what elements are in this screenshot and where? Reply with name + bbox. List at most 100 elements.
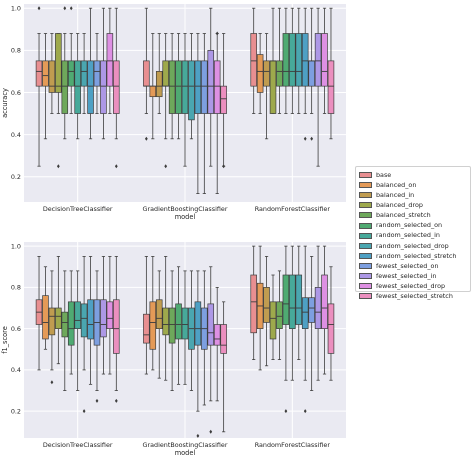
box-iqr — [61, 60, 69, 114]
legend-item: random_selected_in — [359, 231, 467, 241]
legend-item: base — [359, 170, 467, 180]
accuracy-box-balanced_drop — [162, 33, 169, 169]
outlier-marker — [56, 164, 60, 169]
f1-box-fewest_selected_on — [308, 256, 315, 391]
legend-label: base — [376, 170, 392, 179]
f1-box-fewest_selected_on — [93, 270, 101, 403]
box-iqr — [168, 60, 176, 114]
accuracy-box-fewest_selected_on — [201, 33, 208, 194]
f1-ylabel: f1_score — [1, 326, 9, 354]
f1-ytick-label: 0.6 — [11, 325, 21, 333]
f1-box-balanced_on — [256, 245, 264, 371]
f1-box-balanced_stretch — [276, 270, 283, 361]
legend-label: random_selected_stretch — [376, 251, 457, 260]
box-iqr — [301, 297, 309, 330]
box-iqr — [256, 54, 264, 93]
legend-swatch — [359, 283, 372, 290]
outlier-marker — [196, 433, 200, 438]
box-iqr — [149, 85, 157, 98]
box-iqr — [308, 297, 315, 323]
outlier-marker — [69, 6, 73, 11]
f1-box-balanced_drop — [162, 256, 169, 381]
box-iqr — [87, 60, 94, 114]
accuracy-box-balanced_in — [263, 33, 270, 140]
accuracy-xtick-label: DecisionTreeClassifier — [43, 205, 113, 213]
legend-swatch — [359, 232, 372, 239]
box-iqr — [327, 303, 335, 354]
accuracy-box-balanced_in — [155, 33, 163, 114]
f1-box-base — [35, 256, 43, 371]
box-iqr — [100, 60, 107, 114]
legend-label: balanced_stretch — [376, 211, 431, 220]
accuracy-box-balanced_stretch — [276, 7, 283, 114]
outlier-marker — [164, 164, 168, 169]
accuracy-box-fewest_selected_stretch — [327, 7, 335, 140]
accuracy-box-random_selected_in — [181, 33, 189, 167]
box-iqr — [282, 33, 290, 87]
f1-xtick-label: DecisionTreeClassifier — [43, 441, 113, 449]
f1-box-fewest_selected_in — [314, 245, 322, 381]
box-iqr — [48, 60, 56, 93]
box-iqr — [289, 33, 296, 87]
accuracy-box-fewest_selected_in — [207, 7, 215, 167]
f1-box-random_selected_on — [175, 266, 182, 385]
f1-box-random_selected_in — [181, 270, 189, 385]
accuracy-box-base — [250, 7, 257, 114]
box-iqr — [207, 303, 215, 346]
box-iqr — [250, 33, 257, 87]
accuracy-box-base — [35, 6, 43, 167]
f1-box-balanced_on — [149, 256, 157, 371]
accuracy-box-fewest_selected_drop — [106, 7, 114, 114]
accuracy-box-fewest_selected_stretch — [113, 7, 120, 169]
legend-swatch — [359, 172, 372, 179]
box-iqr — [194, 301, 202, 346]
box-iqr — [80, 60, 88, 87]
accuracy-xtick-label: RandomForestClassifier — [255, 205, 331, 213]
accuracy-box-fewest_selected_stretch — [220, 33, 227, 169]
outlier-marker — [114, 398, 118, 403]
box-iqr — [276, 60, 283, 87]
accuracy-box-base — [143, 7, 150, 141]
f1-box-balanced_in — [263, 256, 270, 367]
box-iqr — [289, 274, 296, 330]
box-iqr — [321, 33, 328, 87]
accuracy-box-random_selected_drop — [188, 33, 195, 140]
box-iqr — [106, 301, 114, 330]
box-iqr — [207, 49, 215, 114]
legend-swatch — [359, 262, 372, 269]
box-iqr — [42, 60, 49, 87]
box-iqr — [301, 33, 309, 87]
accuracy-box-random_selected_stretch — [87, 7, 94, 140]
outlier-marker — [284, 409, 288, 414]
f1-box-random_selected_on — [67, 270, 75, 375]
accuracy-box-fewest_selected_in — [100, 7, 107, 140]
legend-item: random_selected_drop — [359, 241, 467, 251]
box-iqr — [87, 299, 94, 340]
box-iqr — [106, 33, 114, 87]
legend-item: fewest_selected_in — [359, 271, 467, 281]
f1-box-random_selected_in — [289, 245, 296, 381]
accuracy-box-fewest_selected_in — [314, 7, 322, 167]
legend-item: balanced_drop — [359, 200, 467, 210]
accuracy-box-balanced_on — [42, 33, 49, 140]
box-iqr — [314, 33, 322, 87]
box-iqr — [155, 71, 163, 98]
f1-box-random_selected_drop — [80, 256, 88, 414]
box-iqr — [194, 60, 202, 114]
f1-box-fewest_selected_drop — [213, 286, 221, 402]
box-iqr — [250, 274, 257, 334]
box-iqr — [143, 60, 150, 87]
accuracy-box-random_selected_stretch — [194, 33, 202, 194]
legend-label: balanced_on — [376, 180, 417, 189]
f1-box-fewest_selected_drop — [106, 256, 114, 375]
outlier-marker — [144, 136, 148, 141]
legend-label: random_selected_in — [376, 231, 440, 240]
accuracy-chart: 0.2 0.4 0.6 0.8 1.0 DecisionTreeClassifier Gra… — [1, 4, 346, 221]
outlier-marker — [303, 136, 307, 141]
f1-box-random_selected_on — [282, 245, 290, 414]
f1-box-balanced_in — [155, 270, 163, 379]
accuracy-box-balanced_stretch — [168, 33, 176, 140]
accuracy-box-balanced_on — [256, 33, 264, 114]
box-iqr — [74, 301, 81, 330]
box-iqr — [61, 311, 69, 338]
